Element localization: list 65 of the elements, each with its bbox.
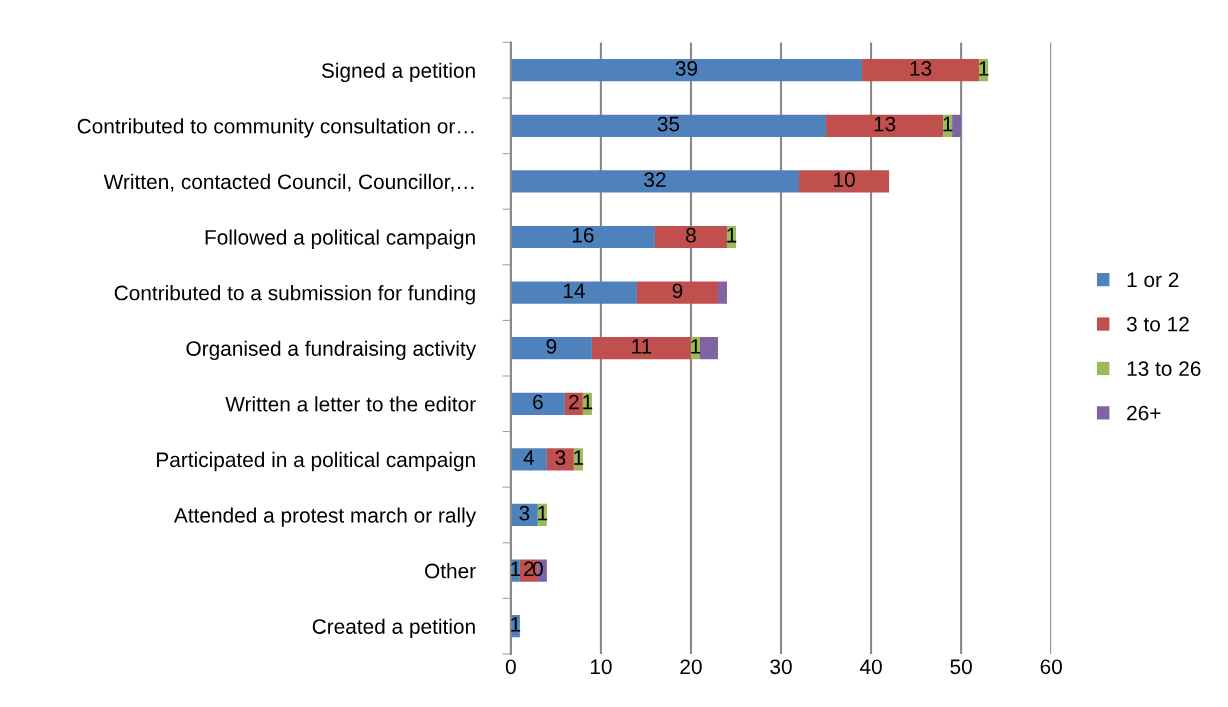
legend-label: 13 to 26 bbox=[1127, 361, 1201, 376]
x-tick-label: 60 bbox=[1040, 659, 1062, 675]
y-tick-label: Participated in a political campaign bbox=[157, 451, 475, 472]
bar bbox=[799, 170, 890, 193]
data-label: 2 bbox=[524, 561, 534, 576]
y-tick-label: Written, contacted Council, Councillor,… bbox=[103, 173, 474, 192]
data-label: 9 bbox=[672, 283, 683, 299]
bar bbox=[862, 59, 980, 82]
legend-label: 1 or 2 bbox=[1127, 272, 1179, 288]
data-label: 13 bbox=[874, 116, 896, 132]
x-tick-label: 0 bbox=[505, 659, 516, 675]
y-tick-label: Contributed to a submission for funding bbox=[114, 285, 475, 305]
x-tick-label: 30 bbox=[770, 659, 792, 675]
y-tick-label: Followed a political campaign bbox=[205, 229, 475, 249]
data-label: 1 bbox=[538, 506, 548, 521]
data-label: 35 bbox=[657, 116, 680, 132]
data-label: 14 bbox=[563, 283, 585, 298]
data-label: 4 bbox=[523, 450, 535, 465]
data-label: 11 bbox=[632, 339, 652, 354]
y-tick-label: Other bbox=[425, 563, 476, 579]
data-label: 6 bbox=[533, 394, 543, 410]
bar bbox=[510, 59, 863, 82]
data-label: 39 bbox=[675, 61, 698, 76]
data-label: 8 bbox=[686, 227, 696, 243]
data-label: 1 bbox=[574, 450, 584, 465]
y-tick-label: Signed a petition bbox=[321, 62, 475, 83]
data-label: 1 bbox=[691, 339, 701, 354]
bar bbox=[546, 448, 574, 471]
data-label: 10 bbox=[834, 172, 855, 187]
bar bbox=[826, 114, 944, 137]
y-tick-label: Contributed to community consultation or… bbox=[77, 118, 474, 138]
data-label: 3 bbox=[519, 505, 530, 521]
bar bbox=[510, 337, 592, 360]
data-label: 2 bbox=[569, 394, 579, 410]
bar bbox=[510, 448, 547, 471]
data-label: 32 bbox=[644, 172, 666, 187]
bar bbox=[717, 281, 727, 304]
x-tick-label: 50 bbox=[950, 659, 972, 675]
data-label: 1 bbox=[511, 617, 521, 632]
data-label: 9 bbox=[546, 339, 557, 354]
y-tick-label: Written a letter to the editor bbox=[225, 396, 476, 412]
bar bbox=[654, 225, 727, 249]
data-label: 16 bbox=[572, 227, 594, 243]
y-tick-label: Organised a fundraising activity bbox=[186, 340, 477, 361]
bar bbox=[636, 281, 718, 304]
bar bbox=[952, 114, 962, 137]
bar bbox=[699, 337, 718, 360]
bar bbox=[510, 281, 637, 304]
x-tick-label: 40 bbox=[859, 659, 882, 675]
x-tick-label: 20 bbox=[680, 659, 702, 675]
legend-label: 3 to 12 bbox=[1126, 316, 1189, 332]
y-tick-label: Created a petition bbox=[312, 618, 475, 639]
data-label: 0 bbox=[532, 561, 543, 577]
data-label: 13 bbox=[910, 61, 932, 76]
y-tick-label: Attended a protest march or rally bbox=[173, 507, 477, 527]
x-tick-label: 10 bbox=[590, 659, 612, 675]
data-label: 3 bbox=[555, 450, 566, 465]
bar bbox=[510, 114, 827, 137]
bar bbox=[510, 392, 565, 415]
legend-label: 26+ bbox=[1127, 405, 1161, 421]
data-label: 1 bbox=[943, 116, 953, 132]
data-label: 1 bbox=[511, 561, 521, 576]
bar bbox=[510, 170, 800, 193]
bar bbox=[591, 337, 691, 360]
bar bbox=[510, 225, 655, 249]
